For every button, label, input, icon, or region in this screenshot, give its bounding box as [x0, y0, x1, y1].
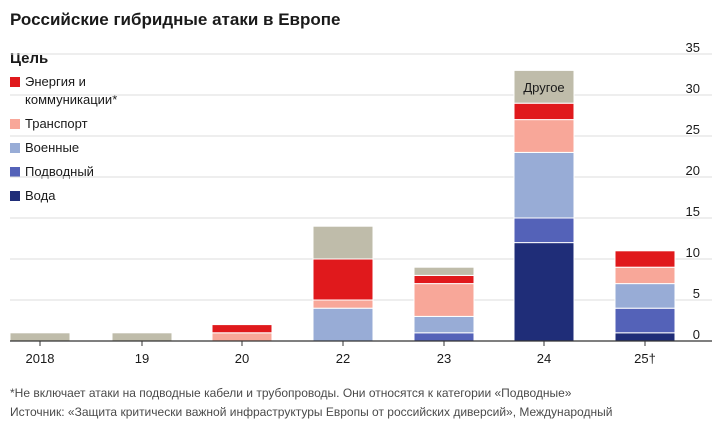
legend-swatch-water: [10, 191, 20, 201]
legend-label-water: Вода: [25, 188, 56, 203]
y-tick-label: 5: [693, 286, 700, 301]
bar-segment: [413, 274, 475, 285]
bar-segment: [513, 217, 575, 244]
x-tick-label: 24: [537, 351, 551, 366]
chart-title: Российские гибридные атаки в Европе: [10, 10, 341, 29]
y-tick-label: 10: [686, 245, 700, 260]
legend-label-underwater: Подводный: [25, 164, 94, 179]
bar-segment: [9, 332, 71, 342]
bar-segment: [614, 283, 676, 309]
y-tick-label: 0: [693, 327, 700, 342]
footnote: *Не включает атаки на подводные кабели и…: [10, 386, 572, 400]
legend-item-water: Вода: [10, 187, 160, 205]
bar-segment: [312, 258, 374, 301]
bar-segment: [614, 266, 676, 285]
bar-segment: [413, 315, 475, 334]
bar-segment: [614, 332, 676, 342]
bar-segment: [614, 307, 676, 334]
bar-segment: [614, 250, 676, 268]
legend-item-energy: Энергия и коммуникации*: [10, 73, 160, 109]
bar-segment: [111, 332, 173, 342]
legend-item-transport: Транспорт: [10, 115, 160, 133]
y-tick-label: 25: [686, 122, 700, 137]
x-tick-label: 23: [437, 351, 451, 366]
legend-swatch-energy: [10, 77, 20, 87]
source-note: Источник: «Защита критически важной инфр…: [10, 405, 613, 419]
bar-segment: [413, 283, 475, 317]
bar-segment: [211, 324, 273, 334]
bar-segment: [413, 266, 475, 276]
legend-swatch-underwater: [10, 167, 20, 177]
legend-label-transport: Транспорт: [25, 116, 88, 131]
bar-segment: [312, 225, 374, 260]
legend-label-military: Военные: [25, 140, 80, 155]
legend-item-military: Военные: [10, 139, 160, 157]
bar-segment: [413, 332, 475, 342]
x-tick-label: 20: [235, 351, 249, 366]
legend-label-energy: Энергия и коммуникации*: [25, 74, 118, 107]
legend-swatch-military: [10, 143, 20, 153]
legend: Цель Энергия и коммуникации* Транспорт В…: [10, 50, 160, 211]
x-tick-label: 22: [336, 351, 350, 366]
bar-segment: [513, 102, 575, 121]
bar-segment: [513, 242, 575, 342]
bar-segment: [513, 119, 575, 153]
bar-segment: [513, 69, 575, 104]
bar-segment: [513, 151, 575, 219]
legend-item-underwater: Подводный: [10, 163, 160, 181]
x-tick-label: 25†: [634, 351, 656, 366]
legend-swatch-transport: [10, 119, 20, 129]
x-tick-label: 2018: [26, 351, 55, 366]
y-tick-label: 20: [686, 163, 700, 178]
bar-segment: [312, 299, 374, 309]
x-tick-label: 19: [135, 351, 149, 366]
annotation-label: Другое: [523, 80, 564, 95]
bar-segment: [211, 332, 273, 342]
y-tick-label: 35: [686, 40, 700, 55]
y-tick-label: 15: [686, 204, 700, 219]
bar-segment: [312, 307, 374, 342]
y-tick-label: 30: [686, 81, 700, 96]
